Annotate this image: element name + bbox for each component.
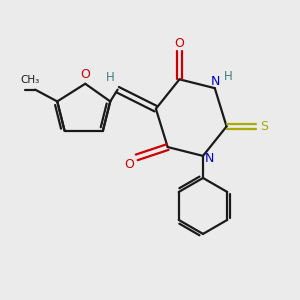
Text: H: H bbox=[106, 71, 115, 84]
Text: S: S bbox=[260, 120, 268, 133]
Text: O: O bbox=[124, 158, 134, 171]
Text: N: N bbox=[211, 75, 220, 88]
Text: N: N bbox=[205, 152, 214, 165]
Text: O: O bbox=[80, 68, 90, 81]
Text: CH₃: CH₃ bbox=[20, 75, 40, 85]
Text: H: H bbox=[224, 70, 233, 83]
Text: O: O bbox=[175, 37, 184, 50]
